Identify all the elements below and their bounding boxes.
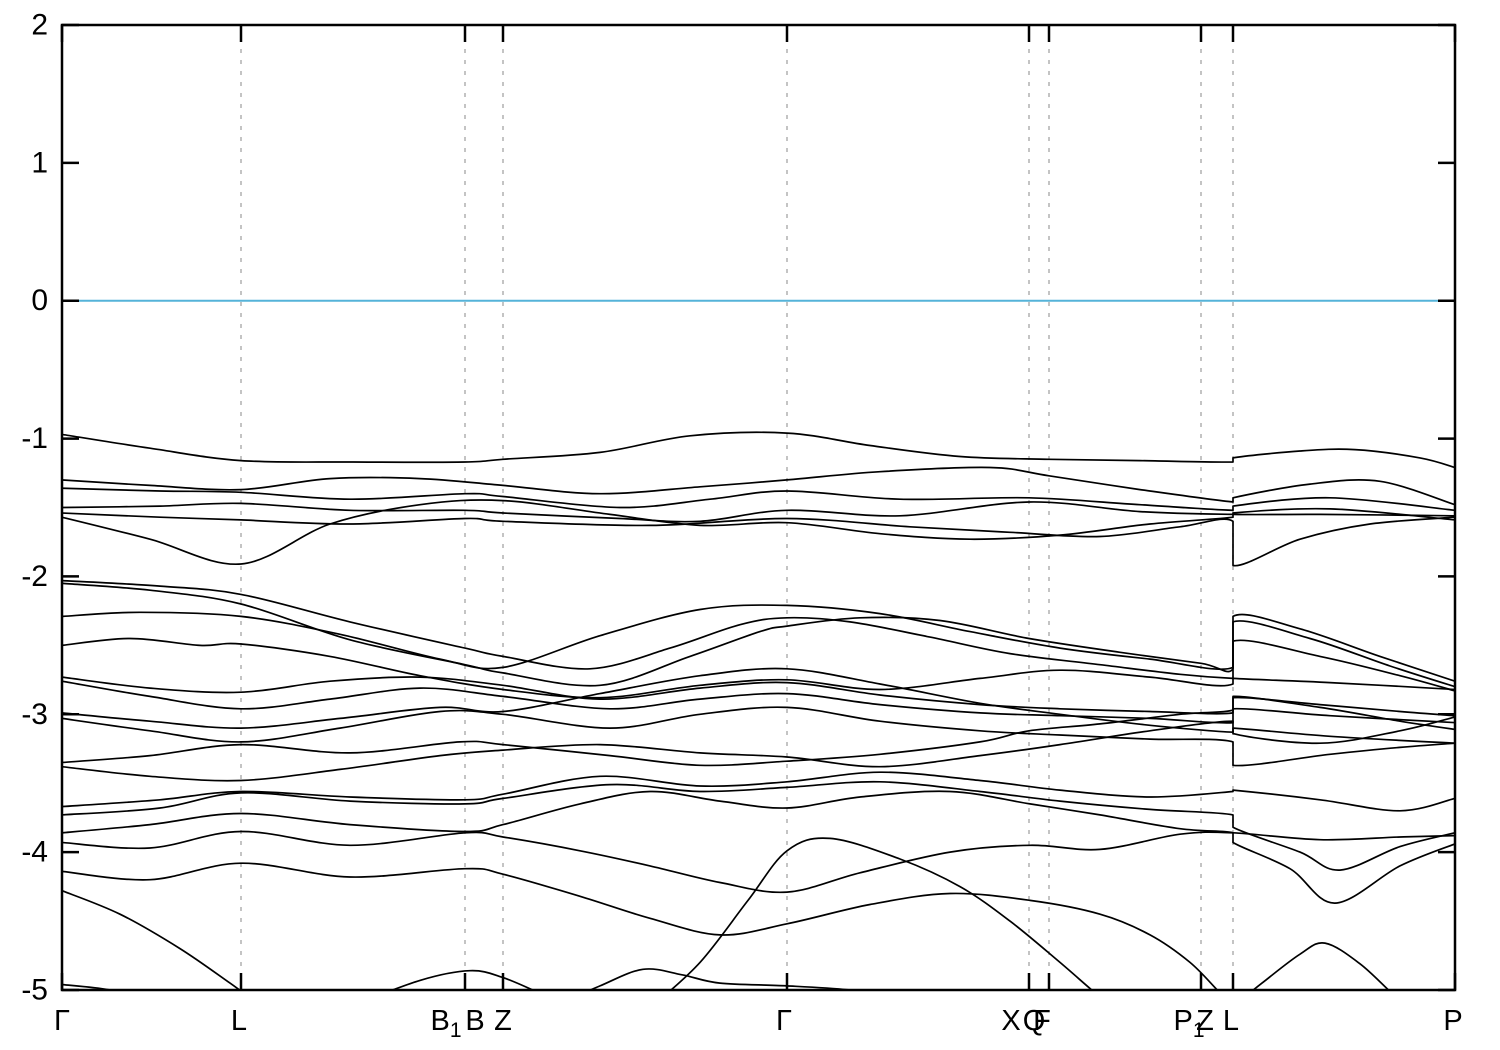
band-line bbox=[1253, 941, 1389, 989]
band-line bbox=[590, 968, 849, 989]
band-line bbox=[63, 706, 1454, 767]
kpoint-label: F bbox=[1033, 1005, 1051, 1037]
kpoint-label: Γ bbox=[776, 1005, 792, 1037]
band-line bbox=[63, 466, 1454, 506]
band-line bbox=[63, 487, 1454, 512]
band-line bbox=[63, 579, 1454, 691]
band-line bbox=[63, 431, 1454, 469]
band-line bbox=[63, 890, 240, 989]
y-tick-label: -3 bbox=[21, 698, 48, 731]
band-line bbox=[63, 667, 1454, 744]
band-line bbox=[63, 501, 1454, 523]
band-line bbox=[63, 716, 1454, 782]
bands-group bbox=[63, 431, 1454, 989]
band-line bbox=[63, 830, 1454, 894]
kpoint-label: Z bbox=[1196, 1005, 1214, 1037]
band-line bbox=[63, 771, 1454, 812]
band-line bbox=[63, 983, 110, 989]
band-line bbox=[63, 512, 1454, 567]
kpoint-label: Γ bbox=[54, 1005, 70, 1037]
band-line bbox=[63, 637, 1454, 699]
y-tick-label: -2 bbox=[21, 560, 48, 593]
kpoint-label: X bbox=[1001, 1005, 1020, 1037]
band-line bbox=[392, 969, 533, 989]
kpoint-label: B bbox=[465, 1005, 484, 1037]
kpoint-label: P1 bbox=[1173, 1005, 1204, 1042]
y-tick-label: 2 bbox=[31, 9, 48, 42]
band-line bbox=[670, 837, 1092, 989]
kpoint-label: Z bbox=[494, 1005, 512, 1037]
band-line bbox=[63, 695, 1454, 767]
band-line bbox=[63, 582, 1454, 687]
band-line bbox=[63, 790, 1454, 904]
band-line bbox=[63, 780, 1454, 871]
kpoint-label: L bbox=[1223, 1005, 1239, 1037]
band-line bbox=[63, 862, 1218, 989]
plot-border bbox=[60, 23, 1457, 992]
band-line bbox=[63, 676, 1454, 717]
y-tick-label: -4 bbox=[21, 836, 48, 869]
y-tick-label: -5 bbox=[21, 974, 48, 1007]
kpoint-label: L bbox=[231, 1005, 247, 1037]
kpoint-label: Q bbox=[1023, 1005, 1046, 1037]
band-line bbox=[63, 604, 1454, 688]
kpoint-label: P bbox=[1443, 1005, 1462, 1037]
y-tick-label: -1 bbox=[21, 422, 48, 455]
kpoint-label: B1 bbox=[430, 1005, 461, 1042]
y-tick-label: 1 bbox=[31, 146, 48, 179]
y-tick-label: 0 bbox=[31, 284, 48, 317]
band-line bbox=[63, 499, 1454, 565]
band-line bbox=[63, 680, 1454, 724]
